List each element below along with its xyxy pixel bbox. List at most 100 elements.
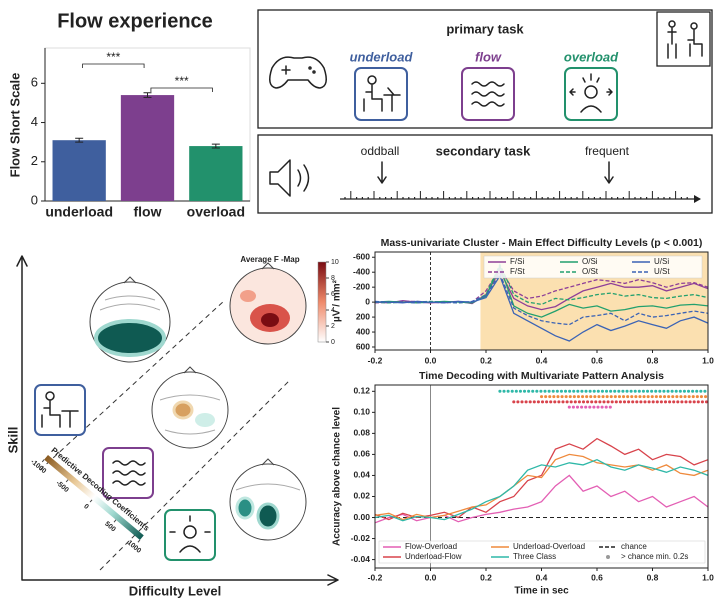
coef-tick (137, 539, 141, 543)
legend-box (378, 540, 706, 564)
fmap-tick-label: 2 (331, 323, 335, 330)
y-tick-label: 0.10 (353, 407, 370, 417)
gamepad-icon (269, 56, 327, 89)
legend-label: O/Si (582, 257, 598, 266)
fmap-head (229, 262, 307, 345)
x-tick-label: -0.2 (368, 572, 383, 582)
y-tick-label: 0.02 (353, 491, 370, 501)
significance-bracket (150, 87, 213, 92)
coef-tick-label: 500 (103, 521, 117, 534)
x-tick-label: 1.0 (702, 355, 714, 365)
series-line (374, 269, 709, 311)
y-tick-label: 0.12 (353, 386, 370, 396)
legend-label: > chance min. 0.2s (621, 552, 688, 561)
legend-label: chance (621, 542, 647, 551)
series-line (374, 453, 709, 521)
legend-label: F/Si (510, 257, 524, 266)
significance-label: *** (175, 74, 189, 88)
coef-tick-label: -500 (54, 480, 69, 494)
condition-label: overload (564, 49, 619, 64)
flow-icon (461, 67, 515, 121)
fmap-colorbar (317, 261, 327, 343)
legend-swatch (606, 555, 610, 559)
primary-task-box (257, 9, 713, 129)
fmap-tick-label: 4 (331, 307, 335, 314)
y-tick-label: 600 (356, 341, 370, 351)
coef-tick (65, 479, 69, 483)
y-axis-label: Flow Short Scale (7, 73, 22, 178)
primary-task-title: primary task (446, 21, 524, 36)
timeline-ticks (344, 191, 688, 199)
legend-label: Flow-Overload (405, 542, 457, 551)
legend-label: Three Class (513, 552, 556, 561)
underload-person (41, 391, 79, 428)
error-bar (75, 137, 84, 143)
frequent-label: frequent (585, 144, 630, 158)
coef-tick (41, 459, 45, 463)
overload-person (169, 515, 211, 553)
y-tick-label: 0.08 (353, 428, 370, 438)
persons-icon (667, 20, 703, 59)
fmap-tick-label: 8 (331, 275, 335, 282)
y-tick-label: 0.06 (353, 449, 370, 459)
x-tick-label: 0.2 (480, 572, 492, 582)
arrows (377, 161, 614, 184)
x-tick-label: 0.6 (591, 355, 603, 365)
x-tick-label: 0.4 (536, 572, 548, 582)
error-bar (143, 92, 152, 98)
y-tick-label: -400 (353, 266, 370, 276)
flow-waves (471, 81, 505, 107)
y-tick-label: 400 (356, 326, 370, 336)
skill-axes (16, 255, 339, 586)
y-axis-label: Accuracy above chance level (332, 407, 343, 546)
plot-frame (374, 251, 709, 351)
y-tick-label: 0.00 (353, 512, 370, 522)
condition-label: flow (475, 49, 502, 64)
legend-label: Underload-Flow (405, 552, 462, 561)
fmap-tick-label: 6 (331, 291, 335, 298)
x-tick-label: 0.4 (536, 355, 548, 365)
head-overload (229, 458, 307, 541)
x-tick-label: flow (134, 204, 162, 220)
y-tick-label: 200 (356, 311, 370, 321)
secondary-task-title: secondary task (436, 143, 531, 158)
significance-bracket (82, 63, 145, 68)
x-tick-label: 0.2 (480, 355, 492, 365)
head-flow (151, 366, 229, 449)
coef-tick-label: 1000 (126, 539, 143, 554)
legend-label: Underload-Overload (513, 542, 585, 551)
secondary-task-box (257, 134, 713, 214)
underload-icon (354, 67, 408, 121)
coef-colorbar (44, 455, 144, 540)
timeline-arrow (694, 195, 701, 203)
y-tick-label: 4 (31, 114, 38, 129)
series-line (374, 458, 709, 522)
error-bar (211, 143, 220, 149)
x-tick-label: 1.0 (702, 572, 714, 582)
coef-tick (113, 519, 117, 523)
bar (189, 146, 243, 201)
legend-label: F/St (510, 267, 525, 276)
y-tick-label: 0 (365, 296, 370, 306)
x-tick-label: -0.2 (368, 355, 383, 365)
bar (52, 140, 106, 201)
underload-person (363, 75, 401, 112)
zone-dividers (39, 299, 291, 571)
x-tick-label: underload (45, 204, 113, 220)
x-tick-label: 0.8 (647, 572, 659, 582)
legend-label: O/St (582, 267, 599, 276)
oddball-label: oddball (361, 144, 400, 158)
legend-label: U/St (654, 267, 670, 276)
chart-title: Flow experience (57, 10, 213, 32)
y-tick-label: 6 (31, 75, 38, 90)
overload-icon (164, 509, 216, 561)
x-tick-label: overload (187, 204, 245, 220)
y-tick-label: 0.04 (353, 470, 370, 480)
y-tick-label: -0.02 (351, 533, 371, 543)
series-line (374, 272, 709, 326)
x-tick-label: 0.8 (647, 355, 659, 365)
persons-icon-box (656, 11, 711, 67)
fmap-tick-label: 0 (331, 339, 335, 346)
speaker-icon (269, 159, 310, 197)
